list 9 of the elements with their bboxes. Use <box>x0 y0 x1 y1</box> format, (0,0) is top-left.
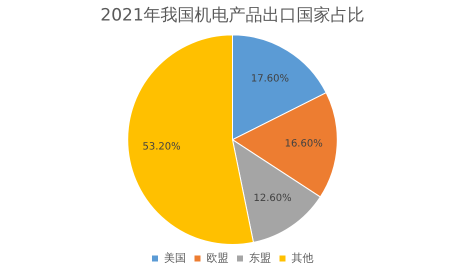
legend-label: 东盟 <box>249 251 271 264</box>
data-label: 17.60% <box>250 74 289 85</box>
data-label: 12.60% <box>253 193 292 204</box>
legend-label: 欧盟 <box>206 251 228 264</box>
legend-label: 其他 <box>292 251 314 264</box>
legend-label: 美国 <box>164 251 186 264</box>
data-label: 16.60% <box>284 138 323 150</box>
chart-title: 2021年我国机电产品出口国家占比 <box>100 6 365 26</box>
data-label: 53.20% <box>142 141 181 152</box>
